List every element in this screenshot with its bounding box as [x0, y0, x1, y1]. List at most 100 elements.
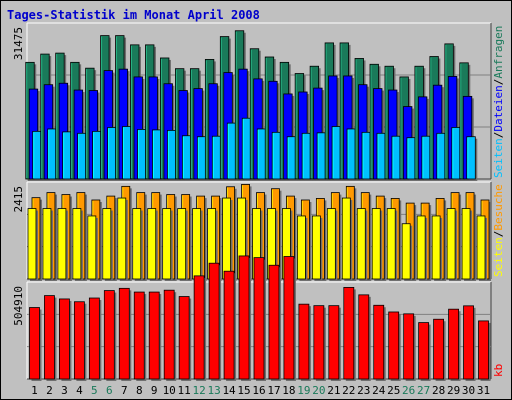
- bar-kb-day-15: [238, 255, 252, 381]
- legend-entry-besuche: Besuche: [492, 184, 505, 230]
- bar-seiten-day-19: [297, 215, 308, 281]
- legend-top: Seiten/Dateien/Anfragen: [492, 26, 505, 178]
- bar-seiten-day-26: [401, 223, 413, 281]
- bar-kb-day-18: [283, 256, 296, 381]
- bar-kb-day-22: [343, 287, 356, 381]
- bar-kb-day-13: [208, 262, 222, 381]
- bar-seiten-day-25: [386, 208, 398, 281]
- x-axis-day-label: 13: [207, 384, 220, 397]
- bar-kb-day-16: [253, 257, 266, 381]
- bar-kb-day-11: [178, 296, 192, 381]
- x-axis-day-label: 25: [387, 384, 400, 397]
- svg-text:kb: kb: [492, 364, 505, 377]
- bar-seiten-day-29: [446, 208, 458, 281]
- bar-seiten-day-10: [162, 208, 173, 281]
- x-axis-day-label: 2: [46, 384, 53, 397]
- bar-kb-day-25: [388, 311, 401, 381]
- bar-seiten-day-31: [476, 215, 488, 281]
- bar-kb-day-17: [268, 264, 281, 381]
- bar-seiten-day-27: [416, 215, 428, 281]
- bar-seiten-day-23: [356, 208, 368, 281]
- bar-seiten-day-2: [42, 208, 53, 281]
- y-axis-max-label: 31475: [12, 27, 25, 60]
- bar-kb-day-6: [103, 290, 117, 381]
- legend-entry-seiten: Seiten: [492, 138, 505, 178]
- bar-seiten-day-28: [431, 215, 443, 281]
- x-axis-day-label: 14: [222, 384, 236, 397]
- bar-seiten-day-9: [147, 208, 158, 281]
- legend-entry-seiten: Seiten: [492, 237, 505, 277]
- bar-seiten-day-5: [87, 215, 98, 281]
- x-axis-day-label: 8: [136, 384, 143, 397]
- bar-kb-day-5: [88, 297, 102, 381]
- bar-kb-day-28: [433, 318, 446, 381]
- y-axis-max-label: 2415: [12, 186, 25, 213]
- bar-seiten-day-4: [72, 208, 83, 281]
- x-axis-day-label: 10: [163, 384, 176, 397]
- legend-bottom: kb: [492, 364, 505, 377]
- svg-text:Seiten/Besuche: Seiten/Besuche: [492, 184, 505, 277]
- bar-kb-day-19: [298, 303, 311, 381]
- bar-seiten-day-3: [57, 208, 68, 281]
- bar-kb-day-23: [358, 294, 371, 381]
- bar-seiten-day-21: [326, 208, 338, 281]
- x-axis-day-label: 17: [267, 384, 280, 397]
- bar-kb-day-8: [133, 291, 147, 381]
- x-axis-day-label: 22: [342, 384, 355, 397]
- x-axis-day-label: 1: [31, 384, 38, 397]
- x-axis-day-label: 19: [297, 384, 310, 397]
- bar-kb-day-26: [403, 313, 416, 381]
- bar-seiten-day-6: [102, 208, 113, 281]
- bar-kb-day-31: [478, 320, 491, 381]
- x-axis-day-label: 23: [357, 384, 370, 397]
- x-axis-day-label: 7: [121, 384, 128, 397]
- bar-kb-day-7: [118, 287, 132, 381]
- legend-entry-kb: kb: [492, 364, 505, 377]
- x-axis-day-label: 3: [61, 384, 68, 397]
- bar-kb-day-9: [148, 291, 162, 381]
- bar-kb-day-12: [193, 275, 207, 381]
- x-axis-day-label: 21: [327, 384, 340, 397]
- x-axis-day-label: 6: [106, 384, 113, 397]
- legend-middle: Seiten/Besuche: [492, 184, 505, 277]
- x-axis-day-label: 12: [193, 384, 206, 397]
- y-axis-max-label: 504910: [12, 286, 25, 326]
- x-axis-day-label: 16: [252, 384, 265, 397]
- bar-seiten-day-1: [27, 208, 38, 281]
- x-axis-day-label: 5: [91, 384, 98, 397]
- svg-text:Seiten/Dateien/Anfragen: Seiten/Dateien/Anfragen: [492, 26, 505, 178]
- x-axis-day-label: 20: [312, 384, 325, 397]
- bar-kb-day-21: [328, 305, 341, 381]
- x-axis-day-label: 18: [282, 384, 295, 397]
- bar-seiten-day-11: [177, 208, 188, 281]
- bar-kb-day-1: [29, 307, 42, 381]
- bar-kb-day-10: [163, 289, 177, 381]
- x-axis-day-label: 31: [477, 384, 490, 397]
- x-axis-day-label: 4: [76, 384, 83, 397]
- bar-seiten-day-20: [311, 215, 323, 281]
- bar-kb-day-2: [44, 295, 57, 381]
- bar-seiten-day-24: [371, 208, 383, 281]
- bar-kb-day-3: [59, 298, 72, 381]
- x-axis-day-label: 30: [462, 384, 475, 397]
- bar-seiten-day-22: [341, 197, 353, 281]
- x-axis-day-label: 15: [237, 384, 250, 397]
- bar-seiten-day-12: [192, 208, 203, 281]
- chart-title: Tages-Statistik im Monat April 2008: [7, 8, 260, 22]
- legend-entry-dateien: Dateien: [492, 85, 505, 131]
- x-axis-day-label: 9: [151, 384, 158, 397]
- x-axis-day-label: 26: [402, 384, 415, 397]
- x-axis-day-label: 29: [447, 384, 460, 397]
- x-axis-day-label: 11: [178, 384, 191, 397]
- bar-kb-day-14: [223, 270, 237, 381]
- bar-seiten-day-7: [117, 197, 128, 281]
- bar-kb-day-29: [448, 308, 461, 381]
- bar-seiten-day-14: [222, 197, 233, 281]
- bar-seiten-day-30: [461, 208, 473, 281]
- bar-kb-day-27: [418, 322, 431, 381]
- bar-seiten-day-30: [466, 136, 478, 181]
- bar-kb-day-30: [463, 305, 476, 381]
- bar-kb-day-24: [373, 304, 386, 381]
